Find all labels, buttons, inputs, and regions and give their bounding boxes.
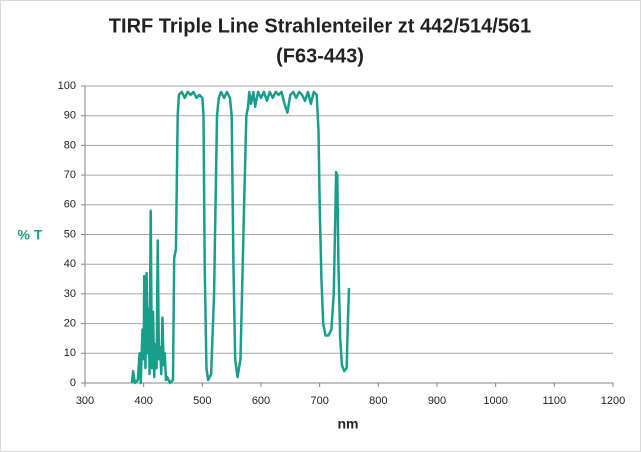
x-tick-label: 400: [134, 395, 152, 407]
y-tick-label: 100: [58, 80, 76, 92]
chart-title: (F63-443): [276, 45, 364, 67]
y-tick-label: 50: [64, 228, 76, 240]
y-tick-label: 0: [70, 377, 76, 389]
y-tick-label: 70: [64, 169, 76, 181]
x-tick-label: 1000: [483, 395, 507, 407]
x-tick-label: 300: [76, 395, 94, 407]
x-tick-label: 1100: [543, 395, 567, 407]
data-line: [130, 90, 351, 385]
y-tick-label: 40: [64, 258, 76, 270]
y-tick-label: 80: [64, 139, 76, 151]
x-tick-label: 1200: [601, 395, 625, 407]
chart-title: TIRF Triple Line Strahlenteiler zt 442/5…: [109, 15, 531, 37]
y-tick-label: 90: [64, 110, 76, 122]
y-tick-label: 10: [64, 347, 76, 359]
y-tick-label: 20: [64, 318, 76, 330]
x-axis-label: nm: [338, 416, 359, 432]
x-tick-label: 500: [193, 395, 211, 407]
y-tick-label: 30: [64, 288, 76, 300]
x-tick-label: 700: [310, 395, 328, 407]
y-axis-label: % T: [18, 227, 43, 243]
x-tick-label: 600: [252, 395, 270, 407]
x-tick-label: 900: [428, 395, 446, 407]
y-tick-label: 60: [64, 199, 76, 211]
x-tick-label: 800: [369, 395, 387, 407]
